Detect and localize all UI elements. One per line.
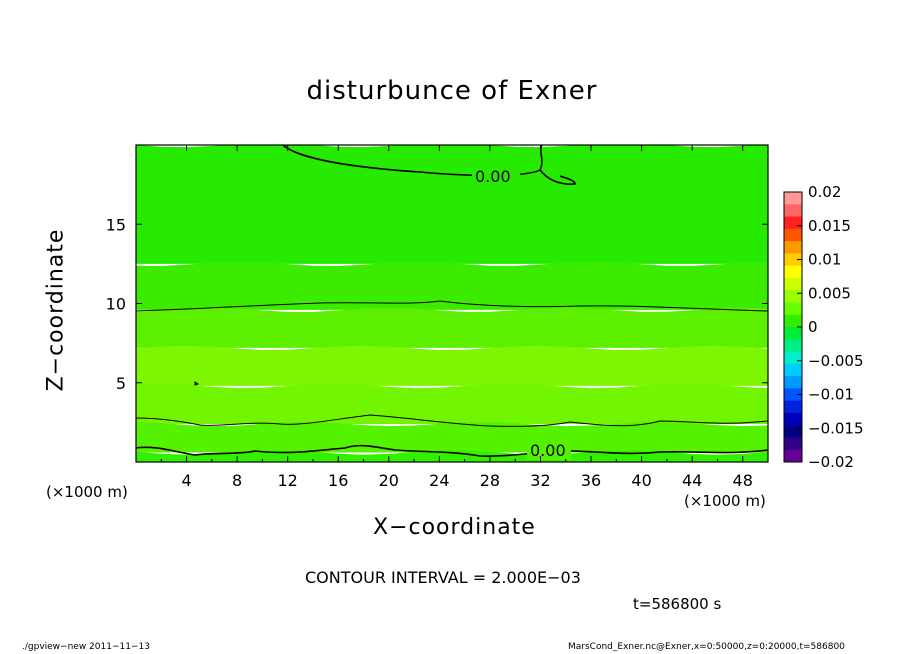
x-tick-label: 16 <box>328 471 348 490</box>
colorbar-swatch <box>784 192 802 205</box>
x-tick-label: 4 <box>181 471 191 490</box>
contour-line-mid <box>136 300 768 312</box>
colorbar-swatch <box>784 302 802 316</box>
contour-line-low <box>136 414 768 427</box>
x-axis-label: X−coordinate <box>373 515 536 540</box>
x-tick-label: 20 <box>379 471 399 490</box>
contour-label-bottom: 0.00 <box>530 441 566 460</box>
y-tick-label: 5 <box>116 374 126 393</box>
colorbar-tick-label: 0.005 <box>808 284 851 302</box>
contour-label-bg-top <box>472 166 520 186</box>
x-unit-left: (×1000 m) <box>46 483 128 501</box>
contour-blob <box>194 381 200 386</box>
x-tick-label: 36 <box>581 471 601 490</box>
colorbar-swatch <box>784 241 802 254</box>
field-layer <box>136 145 768 462</box>
colorbar-tick-label: −0.015 <box>808 419 864 437</box>
colorbar-swatch <box>784 425 802 438</box>
x-tick-label: 24 <box>429 471 449 490</box>
colorbar-swatch <box>784 351 802 365</box>
field-band <box>136 145 768 264</box>
contour-label-top: 0.00 <box>475 167 511 186</box>
chart-title: disturbunce of Exner <box>306 76 598 106</box>
y-tick-label: 10 <box>106 295 126 314</box>
x-tick-label: 12 <box>278 471 298 490</box>
colorbar-swatch <box>784 449 802 463</box>
colorbar-tick-label: 0.015 <box>808 217 851 235</box>
colorbar-swatch <box>784 314 802 328</box>
colorbar-swatch <box>784 265 802 279</box>
colorbar-swatch <box>784 339 802 353</box>
colorbar-tick-label: 0.01 <box>808 251 841 269</box>
colorbar-swatch <box>784 412 802 426</box>
colorbar-swatch <box>784 363 802 377</box>
colorbar-swatch <box>784 437 802 451</box>
contour-line-bottom <box>136 444 768 457</box>
colorbar-swatch <box>784 204 802 218</box>
time-label: t=586800 s <box>633 595 722 613</box>
x-tick-label: 28 <box>480 471 500 490</box>
colorbar-tick-label: −0.01 <box>808 386 854 404</box>
colorbar-swatch <box>784 290 802 303</box>
colorbar-swatch <box>784 388 802 402</box>
colorbar-tick-label: 0.02 <box>808 183 841 201</box>
colorbar-swatch <box>784 400 802 414</box>
field-band <box>136 383 768 424</box>
colorbar: 0.02 0.015 0.01 0.005 0 −0.005 −0.01 −0.015 −0.0… <box>783 183 864 471</box>
x-tick-label: 48 <box>733 471 753 490</box>
contour-interval: CONTOUR INTERVAL = 2.000E−03 <box>305 568 581 587</box>
x-tick-label: 40 <box>631 471 651 490</box>
field-band <box>136 261 768 310</box>
colorbar-tick-label: −0.005 <box>808 352 864 370</box>
colorbar-swatch <box>784 277 802 291</box>
footer-left: ./gpview−new 2011−11−13 <box>22 642 150 652</box>
colorbar-tick-label: −0.02 <box>808 453 854 471</box>
colorbar-swatch <box>784 216 802 230</box>
x-tick-label: 8 <box>232 471 242 490</box>
y-tick-label: 15 <box>106 215 126 234</box>
footer-right: MarsCond_Exner.nc@Exner,x=0:50000,z=0:20… <box>568 642 845 652</box>
field-band <box>136 345 768 386</box>
field-band <box>136 307 768 348</box>
contour-label-bg-bottom <box>527 440 571 460</box>
colorbar-swatch <box>784 253 802 267</box>
x-unit-right: (×1000 m) <box>684 492 766 510</box>
colorbar-swatch <box>784 376 802 389</box>
contour-layer <box>136 145 768 457</box>
x-tick-label: 44 <box>682 471 702 490</box>
colorbar-swatch <box>784 327 802 340</box>
colorbar-tick-label: 0 <box>808 318 818 336</box>
field-band <box>136 421 768 453</box>
x-tick-label: 32 <box>530 471 550 490</box>
colorbar-swatch <box>784 228 802 242</box>
